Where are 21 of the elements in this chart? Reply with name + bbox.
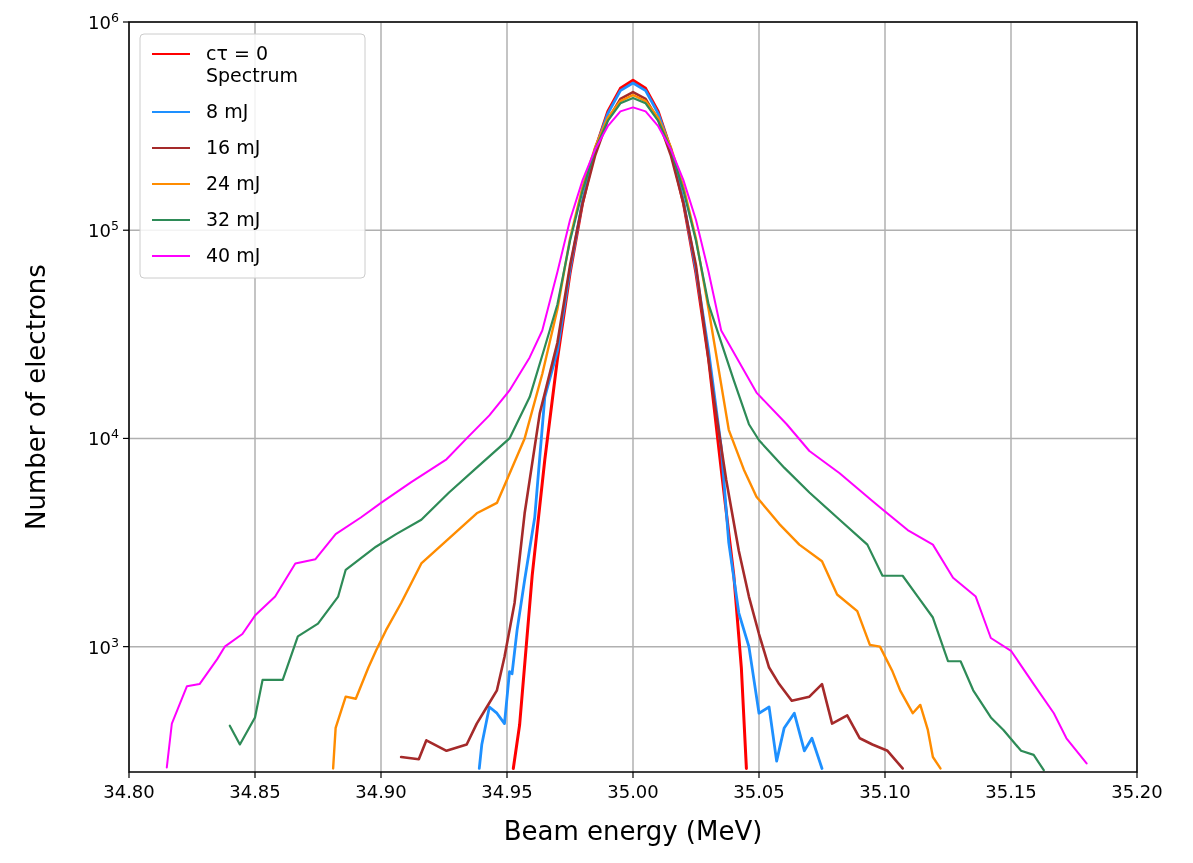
legend-label: 8 mJ <box>206 100 249 122</box>
x-axis-title: Beam energy (MeV) <box>503 816 763 846</box>
y-tick-label: 10$^{3}$ <box>88 634 119 658</box>
y-axis-title: Number of electrons <box>21 264 51 530</box>
legend-label: 32 mJ <box>206 208 261 230</box>
x-tick-label: 34.80 <box>103 781 155 802</box>
y-tick-label: 10$^{4}$ <box>88 425 119 450</box>
x-tick-label: 35.00 <box>607 781 659 802</box>
legend-label: 40 mJ <box>206 244 261 266</box>
y-tick-label: 10$^{6}$ <box>88 9 119 33</box>
y-tick-label: 10$^{5}$ <box>88 217 119 242</box>
x-tick-label: 35.15 <box>985 781 1037 802</box>
x-tick-label: 35.05 <box>733 781 785 802</box>
legend-label: cτ = 0 Spectrum <box>206 42 299 86</box>
legend-label: 16 mJ <box>206 136 261 158</box>
legend-label: 24 mJ <box>206 172 261 194</box>
x-tick-label: 34.90 <box>355 781 407 802</box>
x-tick-label: 34.95 <box>481 781 533 802</box>
x-tick-label: 35.20 <box>1111 781 1163 802</box>
x-tick-label: 34.85 <box>229 781 281 802</box>
x-tick-label: 35.10 <box>859 781 911 802</box>
